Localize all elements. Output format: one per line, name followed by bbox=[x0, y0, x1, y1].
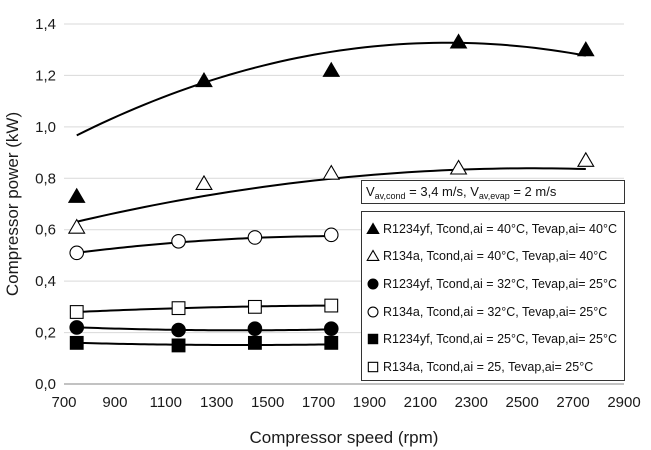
x-tick-label: 900 bbox=[102, 394, 127, 411]
data-point bbox=[67, 187, 86, 203]
legend-marker-icon bbox=[367, 361, 379, 372]
legend-marker-icon bbox=[367, 278, 379, 290]
data-point bbox=[449, 159, 468, 175]
data-point bbox=[195, 71, 213, 88]
data-point bbox=[69, 305, 84, 319]
legend-marker-icon bbox=[367, 333, 379, 345]
legend: R1234yf, Tcond,ai = 40°C, Tevap,ai= 40°C… bbox=[361, 211, 625, 381]
trend-line bbox=[76, 341, 332, 347]
note-suffix: = 2 m/s bbox=[509, 184, 557, 199]
data-point bbox=[247, 230, 263, 245]
legend-marker-icon bbox=[367, 306, 379, 318]
y-tick-label: 0,4 bbox=[35, 273, 56, 290]
note-sub2: av,evap bbox=[478, 191, 510, 201]
data-point bbox=[171, 338, 186, 353]
data-point bbox=[322, 61, 341, 77]
data-point bbox=[324, 335, 339, 350]
x-axis-title: Compressor speed (rpm) bbox=[250, 428, 439, 447]
x-tick-label: 1300 bbox=[200, 394, 233, 411]
y-tick-label: 0,6 bbox=[35, 222, 56, 239]
x-tick-label: 1900 bbox=[353, 394, 386, 411]
legend-label: R1234yf, Tcond,ai = 40°C, Tevap,ai= 40°C bbox=[383, 221, 617, 236]
data-point bbox=[247, 321, 263, 337]
note-sub1: av,cond bbox=[374, 191, 406, 201]
data-point bbox=[69, 245, 85, 261]
data-markers bbox=[67, 33, 595, 353]
gridlines bbox=[64, 23, 624, 334]
legend-item: R1234yf, Tcond,ai = 25°C, Tevap,ai= 25°C bbox=[366, 325, 624, 353]
data-point bbox=[69, 335, 84, 350]
legend-item: R134a, Tcond,ai = 32°C, Tevap,ai= 25°C bbox=[366, 298, 624, 326]
data-point bbox=[247, 335, 262, 350]
trend-line bbox=[76, 41, 586, 137]
legend-label: R134a, Tcond,ai = 40°C, Tevap,ai= 40°C bbox=[383, 249, 608, 264]
legend-label: R134a, Tcond,ai = 32°C, Tevap,ai= 25°C bbox=[383, 304, 608, 319]
data-point bbox=[171, 233, 186, 249]
y-tick-label: 0,2 bbox=[35, 325, 56, 342]
legend-label: R134a, Tcond,ai = 25, Tevap,ai= 25°C bbox=[383, 359, 594, 374]
y-tick-labels: 0,0 0,2 0,4 0,6 0,8 1,0 1,2 1,4 bbox=[35, 16, 56, 393]
legend-marker-icon bbox=[366, 222, 380, 234]
legend-label: R1234yf, Tcond,ai = 32°C, Tevap,ai= 25°C bbox=[383, 276, 617, 291]
data-point bbox=[367, 278, 379, 290]
trend-line bbox=[76, 304, 332, 313]
y-tick-label: 0,8 bbox=[35, 170, 56, 187]
data-point bbox=[367, 333, 379, 345]
data-point bbox=[366, 222, 380, 234]
y-tick-label: 1,4 bbox=[35, 16, 56, 33]
x-tick-label: 2700 bbox=[556, 394, 589, 411]
data-point bbox=[195, 174, 213, 190]
data-point bbox=[69, 320, 85, 335]
legend-item: R134a, Tcond,ai = 25, Tevap,ai= 25°C bbox=[366, 353, 624, 381]
x-tick-label: 2300 bbox=[455, 394, 488, 411]
data-point bbox=[367, 361, 379, 372]
data-point bbox=[576, 151, 595, 167]
x-tick-label: 2500 bbox=[505, 394, 538, 411]
data-point bbox=[449, 33, 468, 49]
data-point bbox=[322, 164, 341, 180]
x-tick-label: 2900 bbox=[607, 394, 640, 411]
data-point bbox=[247, 299, 262, 314]
x-tick-label: 2100 bbox=[404, 394, 437, 411]
legend-item: R1234yf, Tcond,ai = 32°C, Tevap,ai= 25°C bbox=[366, 270, 624, 298]
data-point bbox=[323, 227, 339, 243]
trend-line bbox=[76, 235, 332, 254]
legend-marker-icon bbox=[366, 249, 380, 262]
y-tick-label: 1,2 bbox=[35, 67, 56, 84]
data-point bbox=[367, 306, 379, 318]
note-prefix1: V bbox=[366, 184, 375, 199]
data-point bbox=[67, 218, 86, 234]
y-tick-label: 0,0 bbox=[35, 376, 56, 393]
conditions-note: Vav,cond = 3,4 m/s, Vav,evap = 2 m/s bbox=[361, 180, 625, 204]
data-point bbox=[171, 322, 186, 338]
x-tick-labels: 700 900 1100 1300 1500 1700 1900 2100 2300 2500 27… bbox=[51, 394, 640, 411]
data-point bbox=[366, 249, 380, 262]
data-point bbox=[171, 301, 186, 316]
x-tick-label: 1500 bbox=[251, 394, 284, 411]
legend-item: R134a, Tcond,ai = 40°C, Tevap,ai= 40°C bbox=[366, 243, 624, 271]
x-tick-label: 1700 bbox=[302, 394, 335, 411]
data-point bbox=[324, 298, 339, 313]
y-axis-title: Compressor power (kW) bbox=[3, 112, 22, 296]
note-mid: = 3,4 m/s, V bbox=[405, 184, 479, 199]
data-point bbox=[323, 321, 339, 337]
legend-label: R1234yf, Tcond,ai = 25°C, Tevap,ai= 25°C bbox=[383, 332, 617, 347]
y-tick-label: 1,0 bbox=[35, 119, 56, 136]
x-tick-label: 1100 bbox=[150, 394, 182, 411]
legend-item: R1234yf, Tcond,ai = 40°C, Tevap,ai= 40°C bbox=[366, 215, 624, 243]
data-point bbox=[576, 41, 595, 57]
x-tick-label: 700 bbox=[51, 394, 76, 411]
trend-line bbox=[76, 326, 332, 332]
